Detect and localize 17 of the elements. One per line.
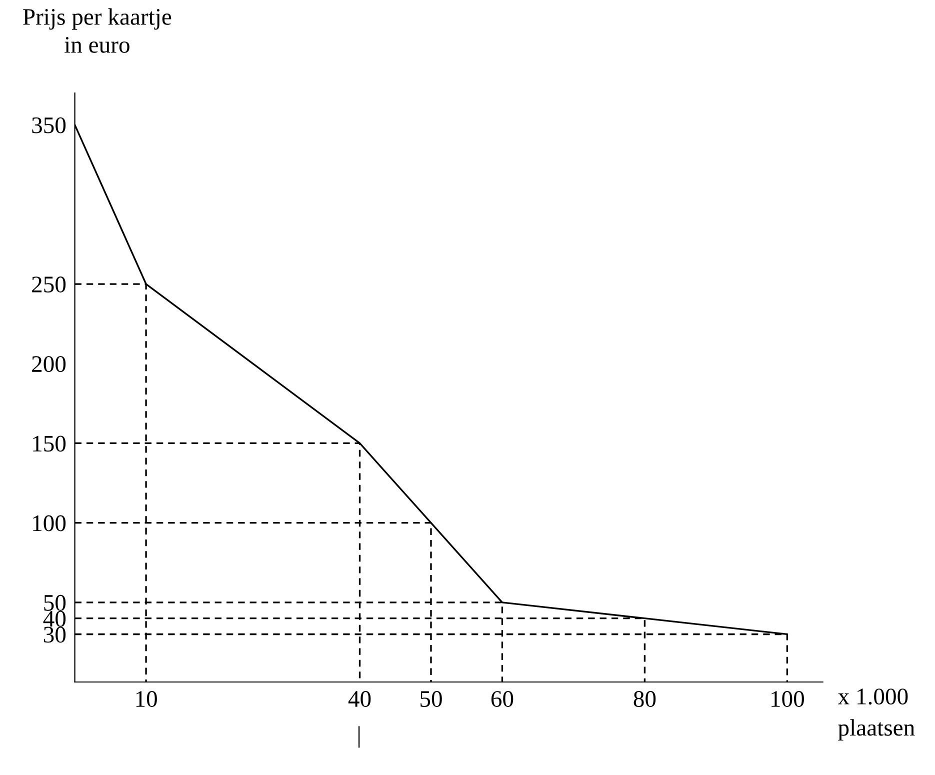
x-tick-label: 80: [634, 691, 656, 707]
y-tick-label: 150: [33, 436, 66, 452]
y-tick-label: 100: [33, 515, 66, 532]
y-tick-label: 50: [44, 594, 66, 611]
x-tick-label: 10: [136, 691, 157, 707]
y-tick-label: 200: [32, 356, 66, 372]
y-axis-title: Prijs per kaartje in euro: [23, 8, 172, 53]
y-tick-label: 30: [44, 626, 66, 643]
x-tick-label: 50: [420, 691, 442, 707]
y-tick-label: 250: [32, 276, 66, 292]
text: |: [358, 726, 360, 748]
x-tick-label: 40: [348, 691, 371, 707]
x-axis-title: x 1.000 plaatsen: [838, 688, 915, 741]
y-tick-label: 350: [32, 117, 66, 134]
y-tick-label: 40: [43, 610, 66, 627]
x-tick-label: 100: [772, 691, 804, 707]
x-tick-label: 60: [491, 691, 514, 707]
